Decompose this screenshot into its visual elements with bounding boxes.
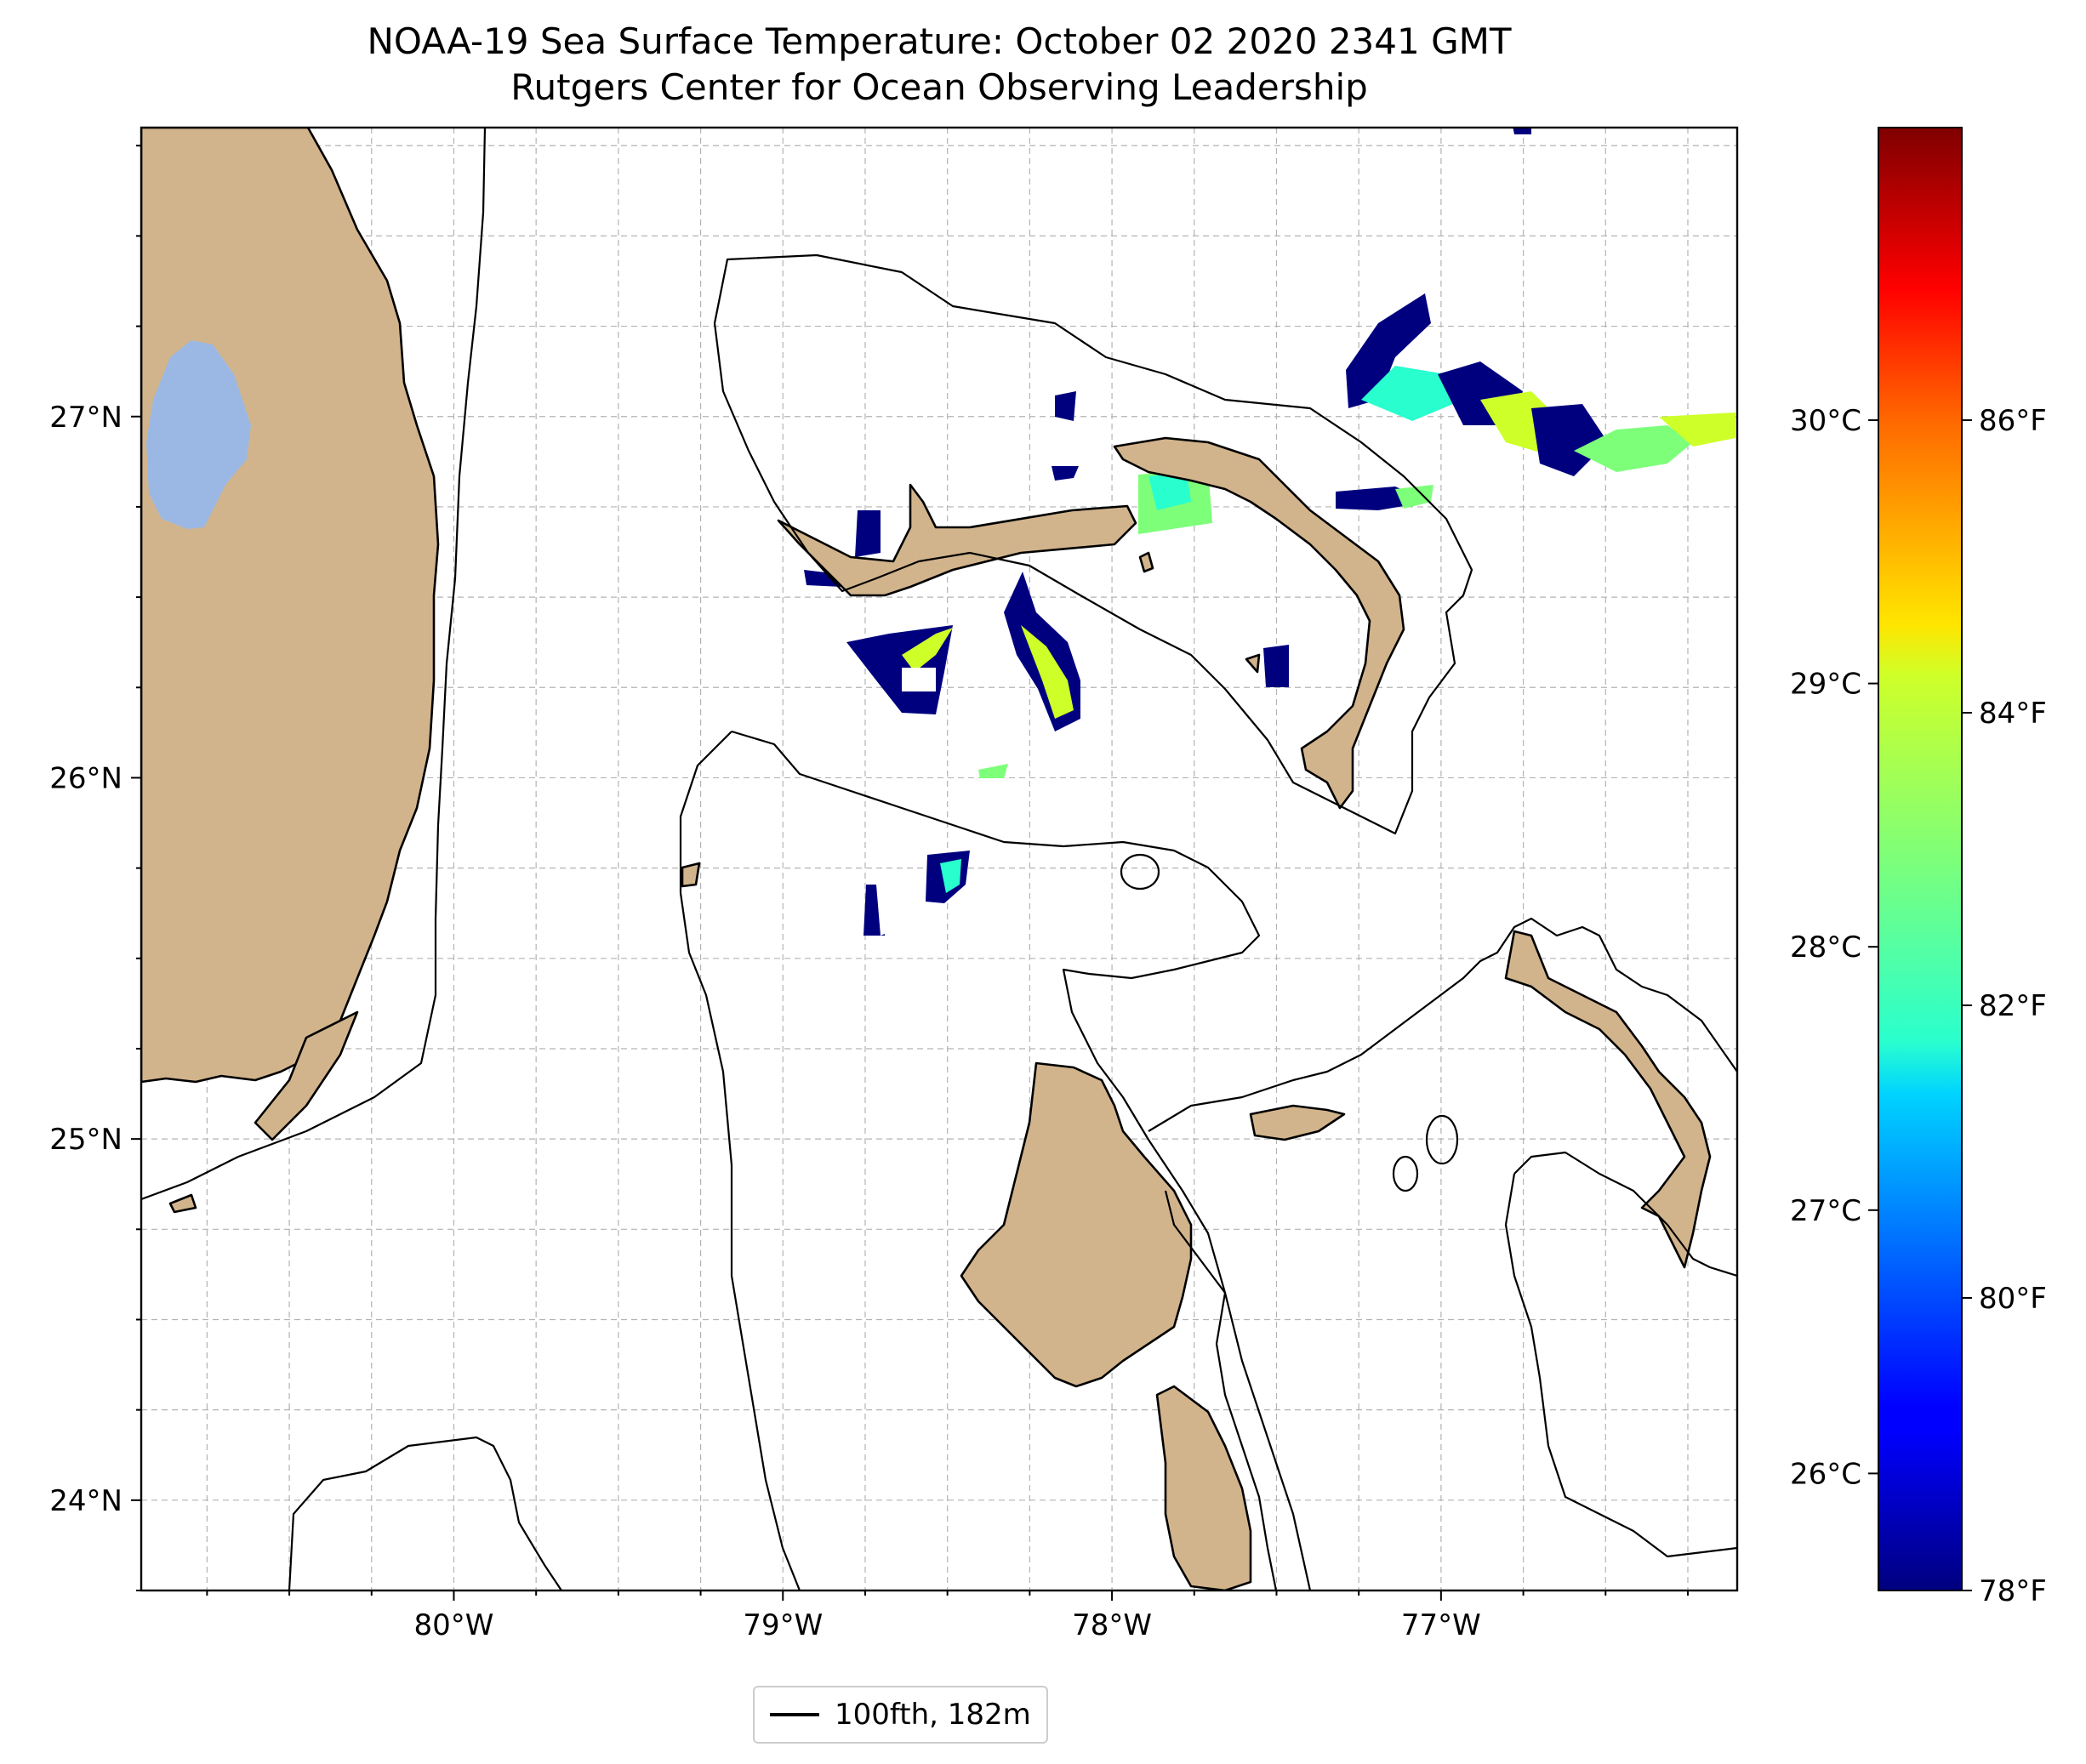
new-providence-island xyxy=(1249,1104,1346,1141)
sst-gap xyxy=(902,668,936,691)
title-line-1: NOAA-19 Sea Surface Temperature: October… xyxy=(367,20,1512,62)
sst-patch xyxy=(1395,485,1433,509)
sst-patch xyxy=(863,885,885,936)
colorbar-f-label: 82°F xyxy=(1979,989,2047,1023)
title-line-2: Rutgers Center for Ocean Observing Leade… xyxy=(510,66,1368,108)
little-bahama-bank-contour xyxy=(713,253,1473,835)
exuma-bank-contour xyxy=(1504,1173,1737,1558)
lake-okeechobee xyxy=(146,340,251,529)
eleuthera-island xyxy=(1504,930,1712,1269)
sst-patch xyxy=(1052,466,1079,481)
colorbar-c-label: 26°C xyxy=(1790,1457,1861,1491)
shoal-contour xyxy=(1120,853,1160,891)
colorbar-ticks: 86°F 84°F 82°F 80°F 78°F 30°C 29°C 28°C 27°C 26°C xyxy=(1790,404,2047,1608)
lat-tick-label: 26°N xyxy=(49,761,123,795)
lon-tick-label: 79°W xyxy=(743,1608,823,1642)
grand-bahama-island xyxy=(777,483,1137,597)
colorbar-gradient xyxy=(1878,127,1963,1591)
contour-line-swatch xyxy=(770,1713,819,1716)
lat-tick-label: 25°N xyxy=(49,1123,123,1157)
sst-patch xyxy=(1055,391,1076,421)
andros-south xyxy=(1155,1385,1252,1590)
map-area xyxy=(141,128,1737,1590)
sst-patch xyxy=(1659,413,1735,447)
map-frame xyxy=(140,126,1739,1592)
colorbar-c-label: 27°C xyxy=(1790,1194,1861,1228)
sst-patch xyxy=(978,764,1008,778)
map-legend: 100fth, 182m xyxy=(753,1686,1048,1744)
colorbar-c-label: 30°C xyxy=(1790,404,1861,438)
colorbar: 86°F 84°F 82°F 80°F 78°F 30°C 29°C 28°C 27°C 26°C xyxy=(1790,127,2047,1608)
sst-patch xyxy=(1148,473,1191,510)
sst-patch xyxy=(1361,366,1463,421)
exuma-sound-contour xyxy=(1513,1151,1737,1277)
shoal-contour xyxy=(1425,1114,1459,1165)
lat-tick-label: 27°N xyxy=(49,401,123,435)
lon-tick-label: 80°W xyxy=(414,1608,494,1642)
lon-tick-label: 78°W xyxy=(1072,1608,1152,1642)
berry-islands xyxy=(1138,551,1154,573)
sst-patch xyxy=(1574,425,1693,472)
colorbar-c-label: 28°C xyxy=(1790,930,1861,965)
florida-keys xyxy=(254,1010,359,1141)
colorbar-f-label: 78°F xyxy=(1979,1574,2047,1608)
lon-tick-label: 77°W xyxy=(1401,1608,1481,1642)
colorbar-c-label: 29°C xyxy=(1790,668,1861,702)
sst-patch xyxy=(1021,625,1074,719)
cay-small-3 xyxy=(168,1193,197,1214)
sst-patch xyxy=(1263,645,1289,687)
cay-small-1 xyxy=(1245,653,1261,674)
sst-patch xyxy=(940,859,961,893)
cay-small-2 xyxy=(681,862,701,888)
shoal-contour xyxy=(1392,1155,1419,1192)
sst-patches xyxy=(804,128,1735,936)
andros-west-contour xyxy=(1164,1190,1278,1590)
cay-sal-contour xyxy=(288,1436,562,1590)
colorbar-f-label: 80°F xyxy=(1979,1282,2047,1316)
sst-patch xyxy=(1513,128,1531,134)
florida-shelf-contour xyxy=(141,128,487,1201)
colorbar-f-label: 84°F xyxy=(1979,697,2047,731)
abaco-island xyxy=(1113,436,1405,810)
sst-patch xyxy=(1346,293,1431,408)
map-title: NOAA-19 Sea Surface Temperature: October… xyxy=(141,19,1737,111)
colorbar-f-label: 86°F xyxy=(1979,404,2047,438)
sst-patch xyxy=(855,510,881,557)
great-bahama-bank-west-contour xyxy=(679,731,801,1590)
map-axes: 80°W 79°W 78°W 77°W 27°N 26°N 25°N 24°N xyxy=(49,145,1689,1642)
lat-tick-label: 24°N xyxy=(49,1484,123,1518)
100-fathom-contours xyxy=(141,128,1737,1590)
legend-label: 100fth, 182m xyxy=(835,1698,1031,1732)
sst-patch xyxy=(902,628,953,672)
andros-island xyxy=(960,1061,1193,1388)
tongue-of-ocean-contour xyxy=(1148,917,1737,1132)
